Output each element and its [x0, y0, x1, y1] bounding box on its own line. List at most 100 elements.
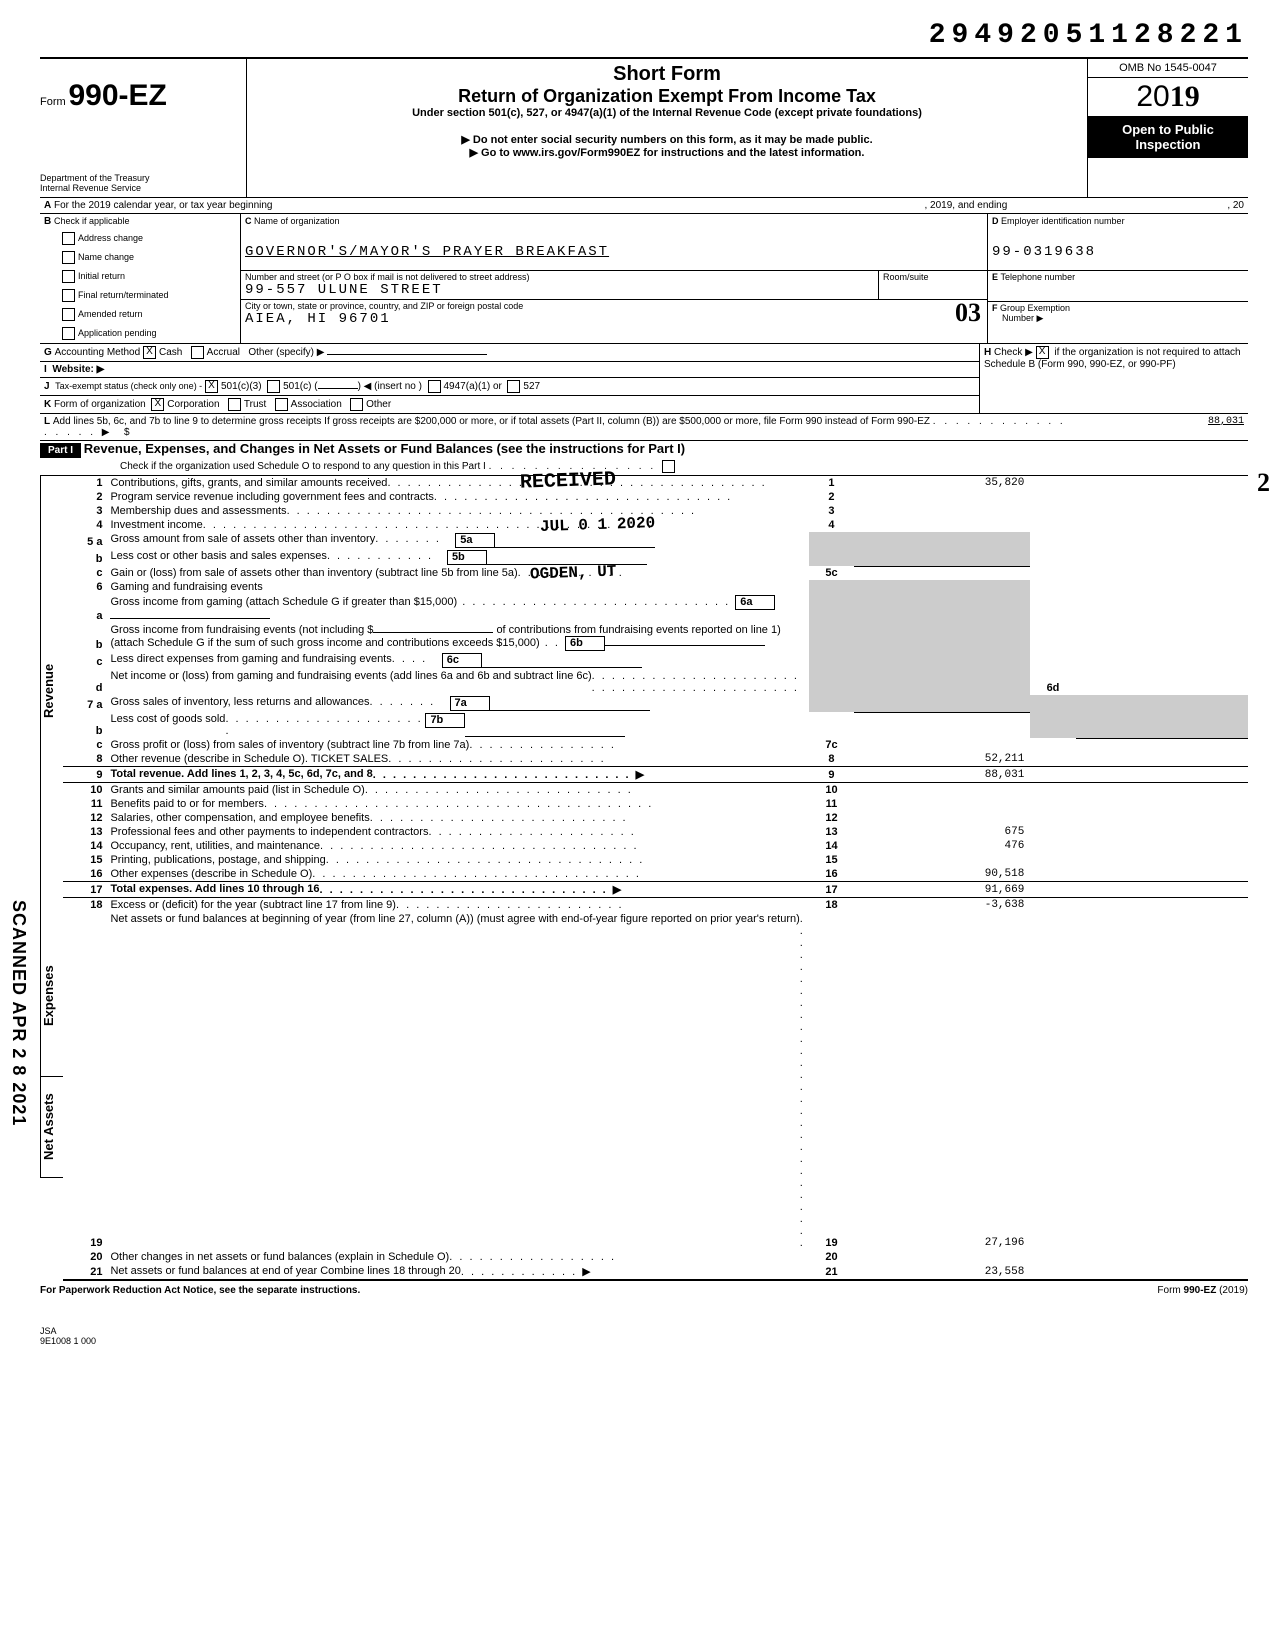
J-501c: 501(c) (: [283, 381, 317, 392]
amt-1: 35,820: [854, 476, 1030, 490]
open-public-1: Open to Public: [1090, 122, 1246, 137]
amt-12: [854, 811, 1030, 825]
amt-18: -3,638: [854, 898, 1030, 913]
amt-13: 675: [854, 825, 1030, 839]
chk-501c[interactable]: [267, 380, 280, 393]
vlabel-expenses: Expenses: [40, 916, 63, 1077]
part1-label: Part I: [40, 443, 81, 458]
amt-5c: [854, 566, 1030, 580]
F-label: Group Exemption: [1000, 303, 1070, 313]
note-ssn: ▶ Do not enter social security numbers o…: [257, 133, 1077, 146]
I-label: Website: ▶: [52, 364, 104, 375]
B-label: Check if applicable: [54, 216, 130, 226]
omb-number: OMB No 1545-0047: [1088, 59, 1248, 78]
F-label2: Number ▶: [992, 313, 1244, 324]
lineA-text: For the 2019 calendar year, or tax year …: [54, 200, 272, 211]
chk-4947[interactable]: [428, 380, 441, 393]
D-label: Employer identification number: [1001, 216, 1125, 226]
chk-527[interactable]: [507, 380, 520, 393]
amt-2: [854, 490, 1030, 504]
amt-16: 90,518: [854, 867, 1030, 882]
J-4947: 4947(a)(1) or: [444, 381, 502, 392]
org-name: GOVERNOR'S/MAYOR'S PRAYER BREAKFAST: [245, 244, 983, 260]
K-other: Other: [366, 399, 391, 410]
scanned-stamp: SCANNED APR 2 8 2021: [8, 900, 29, 1126]
city-label: City or town, state or province, country…: [245, 301, 983, 311]
chk-schedule-o[interactable]: [662, 460, 675, 473]
city-state-zip: AIEA, HI 96701: [245, 311, 983, 327]
chk-H[interactable]: X: [1036, 346, 1049, 359]
amt-6d: [1076, 669, 1248, 695]
G-cash: Cash: [159, 347, 182, 358]
street-address: 99-557 ULUNE STREET: [245, 282, 874, 298]
chk-assoc[interactable]: [275, 398, 288, 411]
vlabel-revenue: Revenue: [40, 476, 63, 916]
dln: 29492051128221: [40, 20, 1248, 51]
amt-3: [854, 504, 1030, 518]
L-text: Add lines 5b, 6c, and 7b to line 9 to de…: [53, 416, 930, 427]
amt-15: [854, 853, 1030, 867]
amt-10: [854, 783, 1030, 798]
jsa2: 9E1008 1 000: [40, 1336, 1248, 1346]
G-other: Other (specify) ▶: [248, 347, 324, 358]
K-assoc: Association: [291, 399, 342, 410]
dept-irs: Internal Revenue Service: [40, 183, 240, 193]
amt-4: [854, 518, 1030, 532]
handwritten-2: 2: [1257, 468, 1270, 498]
subtitle: Under section 501(c), 527, or 4947(a)(1)…: [257, 107, 1077, 119]
chk-name-change[interactable]: Name change: [40, 248, 240, 267]
G-label: Accounting Method: [55, 347, 141, 358]
part1-title: Revenue, Expenses, and Changes in Net As…: [84, 441, 685, 456]
amt-8: 52,211: [854, 752, 1030, 767]
chk-amended-return[interactable]: Amended return: [40, 305, 240, 324]
lineA-mid: , 2019, and ending: [924, 200, 1007, 211]
chk-other-org[interactable]: [350, 398, 363, 411]
chk-accrual[interactable]: [191, 346, 204, 359]
title-short-form: Short Form: [257, 63, 1077, 86]
chk-initial-return[interactable]: Initial return: [40, 267, 240, 286]
amt-14: 476: [854, 839, 1030, 853]
form-number: 990-EZ: [68, 79, 166, 112]
L-amount: 88,031: [1074, 416, 1244, 438]
jsa1: JSA: [40, 1326, 1248, 1336]
amt-17: 91,669: [854, 882, 1030, 898]
footer-right: Form 990-EZ (2019): [1157, 1285, 1248, 1296]
chk-application-pending[interactable]: Application pending: [40, 324, 240, 343]
lines-table: 1Contributions, gifts, grants, and simil…: [63, 476, 1248, 1281]
K-trust: Trust: [244, 399, 266, 410]
J-501c3: 501(c)(3): [221, 381, 262, 392]
chk-final-return[interactable]: Final return/terminated: [40, 286, 240, 305]
form-header: Form 990-EZ Department of the Treasury I…: [40, 59, 1248, 198]
amt-11: [854, 797, 1030, 811]
H-label: Check ▶: [994, 347, 1033, 358]
amt-9: 88,031: [854, 767, 1030, 783]
E-label: Telephone number: [1001, 272, 1076, 282]
G-accrual: Accrual: [207, 347, 240, 358]
footer-left: For Paperwork Reduction Act Notice, see …: [40, 1285, 360, 1296]
C-label: Name of organization: [254, 216, 340, 226]
part1-check-text: Check if the organization used Schedule …: [120, 461, 486, 472]
note-url: ▶ Go to www.irs.gov/Form990EZ for instru…: [257, 146, 1077, 159]
chk-501c3[interactable]: X: [205, 380, 218, 393]
J-527: 527: [523, 381, 540, 392]
J-insertno: ) ◀ (insert no ): [358, 381, 422, 392]
addr-label: Number and street (or P O box if mail is…: [245, 272, 874, 282]
open-public-2: Inspection: [1090, 137, 1246, 152]
form-label: Form: [40, 96, 66, 108]
handwritten-03: 03: [955, 298, 981, 328]
vlabel-netassets: Net Assets: [40, 1077, 63, 1178]
J-label: Tax-exempt status (check only one) -: [55, 381, 202, 391]
chk-cash[interactable]: X: [143, 346, 156, 359]
line-A: A For the 2019 calendar year, or tax yea…: [40, 198, 1248, 214]
K-label: Form of organization: [54, 399, 146, 410]
chk-address-change[interactable]: Address change: [40, 229, 240, 248]
amt-21: 23,558: [854, 1264, 1030, 1280]
ein: 99-0319638: [992, 244, 1244, 260]
lineA-end: , 20: [1227, 200, 1244, 211]
chk-corp[interactable]: X: [151, 398, 164, 411]
K-corp: Corporation: [167, 399, 219, 410]
chk-trust[interactable]: [228, 398, 241, 411]
amt-7c: [854, 738, 1030, 752]
amt-19: 27,196: [854, 912, 1030, 1250]
dept-treasury: Department of the Treasury: [40, 173, 240, 183]
